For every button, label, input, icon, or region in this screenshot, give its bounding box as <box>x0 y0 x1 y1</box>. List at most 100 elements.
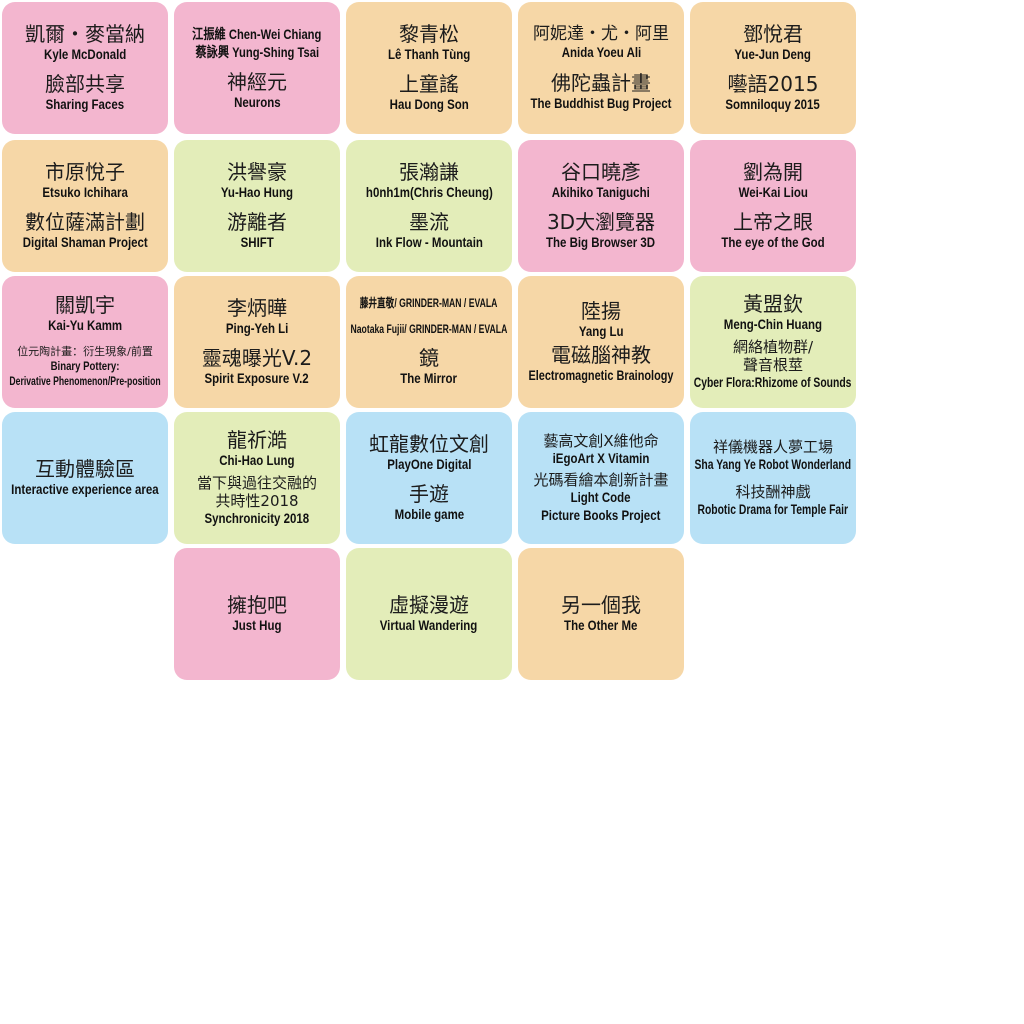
artist-name-zh: 谷口曉彥 <box>561 159 641 184</box>
work-title-en: The eye of the God <box>721 234 825 250</box>
work-title-en: Spirit Exposure V.2 <box>204 370 310 386</box>
work-title-en: Mobile game <box>394 506 464 522</box>
artist-name-zh: 陸揚 <box>581 298 621 323</box>
work-title-zh: 靈魂曝光V.2 <box>201 346 313 370</box>
artwork-tile[interactable]: 藤井直敬/ GRINDER-MAN / EVALA Naotaka Fujii/… <box>346 276 512 408</box>
work-title-zh: 游離者 <box>227 210 287 234</box>
artwork-tile[interactable]: 龍祈澔 Chi-Hao Lung 當下與過往交融的 共時性2018 Synchr… <box>174 412 340 544</box>
work-title-en: Hau Dong Son <box>389 96 469 112</box>
work-title-zh: 神經元 <box>227 69 287 94</box>
work-title-en: Ink Flow - Mountain <box>375 234 483 250</box>
artwork-tile[interactable]: 黃盟欽 Meng-Chin Huang 網絡植物群/ 聲音根莖 Cyber Fl… <box>690 276 856 408</box>
work-title-zh: 手遊 <box>409 482 449 506</box>
work-title-zh: 科技酬神戲 <box>735 483 811 501</box>
artist-name-zh: 洪譽豪 <box>227 159 287 184</box>
artist-name-en: Akihiko Taniguchi <box>551 183 651 200</box>
work-title-zh: 虛擬漫遊 <box>389 592 469 617</box>
work-title-zh: 光碼看繪本創新計畫 <box>533 471 669 490</box>
artwork-tile[interactable]: 黎青松 Lê Thanh Tùng 上童謠 Hau Dong Son <box>346 2 512 134</box>
work-title-en: Cyber Flora:Rhizome of Sounds <box>694 373 852 390</box>
work-title-en-2: Picture Books Project <box>541 506 661 523</box>
artist-name-zh: 鄧悅君 <box>743 21 803 46</box>
work-title-zh: 擁抱吧 <box>227 592 287 617</box>
artist-name-zh: 凱爾・麥當納 <box>25 21 145 46</box>
work-title-en: Just Hug <box>232 616 282 633</box>
work-title-en: Somniloquy 2015 <box>725 96 821 112</box>
artwork-tile[interactable]: 虛擬漫遊 Virtual Wandering <box>346 548 512 680</box>
work-title-zh: 另一個我 <box>561 592 641 617</box>
artwork-tile[interactable]: 陸揚 Yang Lu 電磁腦神教 Electromagnetic Brainol… <box>518 276 684 408</box>
artwork-tile[interactable]: 虹龍數位文創 PlayOne Digital 手遊 Mobile game <box>346 412 512 544</box>
artwork-tile[interactable]: 李炳曄 Ping-Yeh Li 靈魂曝光V.2 Spirit Exposure … <box>174 276 340 408</box>
work-title-zh: 鏡 <box>419 346 439 371</box>
artist-name-en: Meng-Chin Huang <box>723 316 823 332</box>
artist-name-zh: 關凱宇 <box>55 293 115 317</box>
artist-name-en: h0nh1m(Chris Cheung) <box>365 183 493 200</box>
work-title-zh: 上帝之眼 <box>733 210 813 234</box>
work-title-zh: 上童謠 <box>399 72 459 96</box>
work-title-en: Robotic Drama for Temple Fair <box>697 501 849 517</box>
artwork-tile[interactable]: 鄧悅君 Yue-Jun Deng 囈語2015 Somniloquy 2015 <box>690 2 856 134</box>
artist-name-zh: 阿妮達・尤・阿里 <box>533 23 669 44</box>
artist-name-zh: 祥儀機器人夢工場 <box>712 437 833 456</box>
work-title-en: The Big Browser 3D <box>546 234 656 250</box>
artist-name-2: Naotaka Fujii/ GRINDER-MAN / EVALA <box>350 321 508 336</box>
work-title-zh: 位元陶計畫：衍生現象/前置 <box>17 344 153 358</box>
artist-name-zh: 黃盟欽 <box>743 292 803 316</box>
work-title-zh-2: 聲音根莖 <box>742 355 803 374</box>
work-title-en: Digital Shaman Project <box>22 234 148 250</box>
artist-name-en: Kai-Yu Kamm <box>47 317 123 333</box>
artist-name-en: Kyle McDonald <box>43 45 127 62</box>
work-title-zh: 墨流 <box>409 210 449 234</box>
artist-name-2: 蔡詠興 Yung-Shing Tsai <box>195 43 319 60</box>
artist-name-en: Ping-Yeh Li <box>225 319 289 336</box>
work-title-en-1: Light Code <box>571 489 631 506</box>
artwork-tile[interactable]: 張瀚謙 h0nh1m(Chris Cheung) 墨流 Ink Flow - M… <box>346 140 512 272</box>
artist-name-zh: 虹龍數位文創 <box>369 431 489 456</box>
artist-name-en: PlayOne Digital <box>386 455 472 472</box>
artwork-tile[interactable]: 洪譽豪 Yu-Hao Hung 游離者 SHIFT <box>174 140 340 272</box>
artist-name-zh: 黎青松 <box>399 21 459 46</box>
artist-name-en: Anida Yoeu Ali <box>561 44 641 61</box>
area-title-en: Interactive experience area <box>11 480 159 497</box>
work-title-en: Virtual Wandering <box>380 616 478 633</box>
work-title-en: The Buddhist Bug Project <box>530 94 672 111</box>
artwork-tile[interactable]: 另一個我 The Other Me <box>518 548 684 680</box>
work-title-zh-2: 共時性2018 <box>215 491 299 510</box>
artwork-tile[interactable]: 藝高文創X維他命 iEgoArt X Vitamin 光碼看繪本創新計畫 Lig… <box>518 412 684 544</box>
artwork-tile[interactable]: 阿妮達・尤・阿里 Anida Yoeu Ali 佛陀蟲計畫 The Buddhi… <box>518 2 684 134</box>
artwork-tile[interactable]: 祥儀機器人夢工場 Sha Yang Ye Robot Wonderland 科技… <box>690 412 856 544</box>
work-title-zh: 臉部共享 <box>45 72 125 96</box>
artist-name-zh: 市原悅子 <box>45 159 125 184</box>
work-title-zh: 佛陀蟲計畫 <box>551 70 651 95</box>
artwork-tile[interactable]: 關凱宇 Kai-Yu Kamm 位元陶計畫：衍生現象/前置 Binary Pot… <box>2 276 168 408</box>
work-title-zh: 電磁腦神教 <box>551 343 651 367</box>
artist-name-en: Sha Yang Ye Robot Wonderland <box>694 455 852 472</box>
work-title-en: Neurons <box>233 93 281 110</box>
artwork-tile[interactable]: 谷口曉彥 Akihiko Taniguchi 3D大瀏覽器 The Big Br… <box>518 140 684 272</box>
artist-name-en: Yue-Jun Deng <box>734 45 812 62</box>
area-title-zh: 互動體驗區 <box>35 456 135 481</box>
artwork-tile[interactable]: 擁抱吧 Just Hug <box>174 548 340 680</box>
artwork-tile[interactable]: 互動體驗區 Interactive experience area <box>2 412 168 544</box>
artist-name-zh: 李炳曄 <box>227 295 287 320</box>
work-title-en: Electromagnetic Brainology <box>528 367 674 383</box>
work-title-en: The Other Me <box>564 616 638 633</box>
artist-name-zh: 龍祈澔 <box>227 428 287 452</box>
work-title-en: Synchronicity 2018 <box>204 509 310 526</box>
work-title-en-2: Derivative Phenomenon/Pre-position <box>9 374 161 389</box>
artwork-tile[interactable]: 江振維 Chen-Wei Chiang 蔡詠興 Yung-Shing Tsai … <box>174 2 340 134</box>
work-title-zh: 囈語2015 <box>727 72 819 96</box>
work-title-en: Sharing Faces <box>45 96 125 112</box>
work-title-en-1: Binary Pottery: <box>50 358 120 373</box>
artwork-tile[interactable]: 劉為開 Wei-Kai Liou 上帝之眼 The eye of the God <box>690 140 856 272</box>
work-title-en: The Mirror <box>400 370 458 387</box>
artist-name-en: Etsuko Ichihara <box>42 183 128 200</box>
artist-name-en: Lê Thanh Tùng <box>387 45 471 62</box>
artwork-tile[interactable]: 市原悅子 Etsuko Ichihara 數位薩滿計劃 Digital Sham… <box>2 140 168 272</box>
artist-name-en: Wei-Kai Liou <box>738 183 808 200</box>
artist-name-1: 江振維 Chen-Wei Chiang <box>192 25 322 42</box>
artist-name-zh: 劉為開 <box>743 159 803 184</box>
artwork-tile[interactable]: 凱爾・麥當納 Kyle McDonald 臉部共享 Sharing Faces <box>2 2 168 134</box>
work-title-en: SHIFT <box>240 234 274 250</box>
